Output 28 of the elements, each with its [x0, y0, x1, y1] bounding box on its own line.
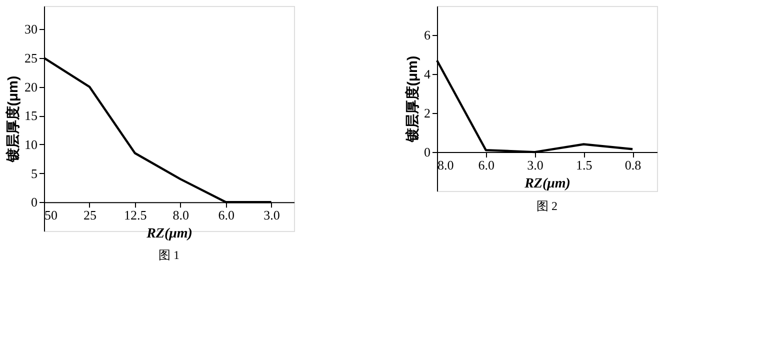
x-tick-label: 6.0 — [218, 208, 234, 223]
y-tick-label: 5 — [31, 166, 38, 181]
x-tick-label: 3.0 — [264, 208, 280, 223]
y-tick-label: 15 — [24, 108, 38, 124]
x-tick-label: 0.8 — [624, 158, 642, 173]
x-tick-label: 12.5 — [124, 208, 147, 223]
x-axis-title: RZ(μm) — [524, 176, 570, 192]
y-tick-label: 4 — [424, 66, 431, 82]
y-tick-label: 6 — [424, 28, 431, 43]
y-tick-label: 30 — [24, 22, 38, 37]
text: 图 2 — [536, 199, 558, 213]
text: 图 1 — [158, 248, 180, 262]
x-tick-label: 25 — [83, 208, 96, 223]
y-tick-label: 0 — [31, 194, 38, 210]
y-axis-title: 镀层厚度(μm) — [404, 56, 420, 144]
x-tick-label: 1.5 — [576, 158, 592, 173]
x-tick-label: 3.0 — [527, 158, 544, 173]
y-axis-title: 镀层厚度(μm) — [4, 76, 20, 164]
x-axis-title: RZ(μm) — [146, 226, 192, 242]
y-tick-label: 0 — [424, 144, 430, 160]
y-tick-label: 20 — [24, 79, 38, 94]
x-tick-label: 8.0 — [438, 158, 454, 173]
y-tick-label: 2 — [424, 106, 430, 121]
x-tick-label: 50 — [44, 208, 58, 223]
x-tick-label: 6.0 — [478, 158, 495, 173]
x-tick-label: 8.0 — [172, 208, 189, 223]
y-tick-label: 25 — [24, 50, 38, 66]
y-tick-label: 10 — [24, 136, 38, 152]
